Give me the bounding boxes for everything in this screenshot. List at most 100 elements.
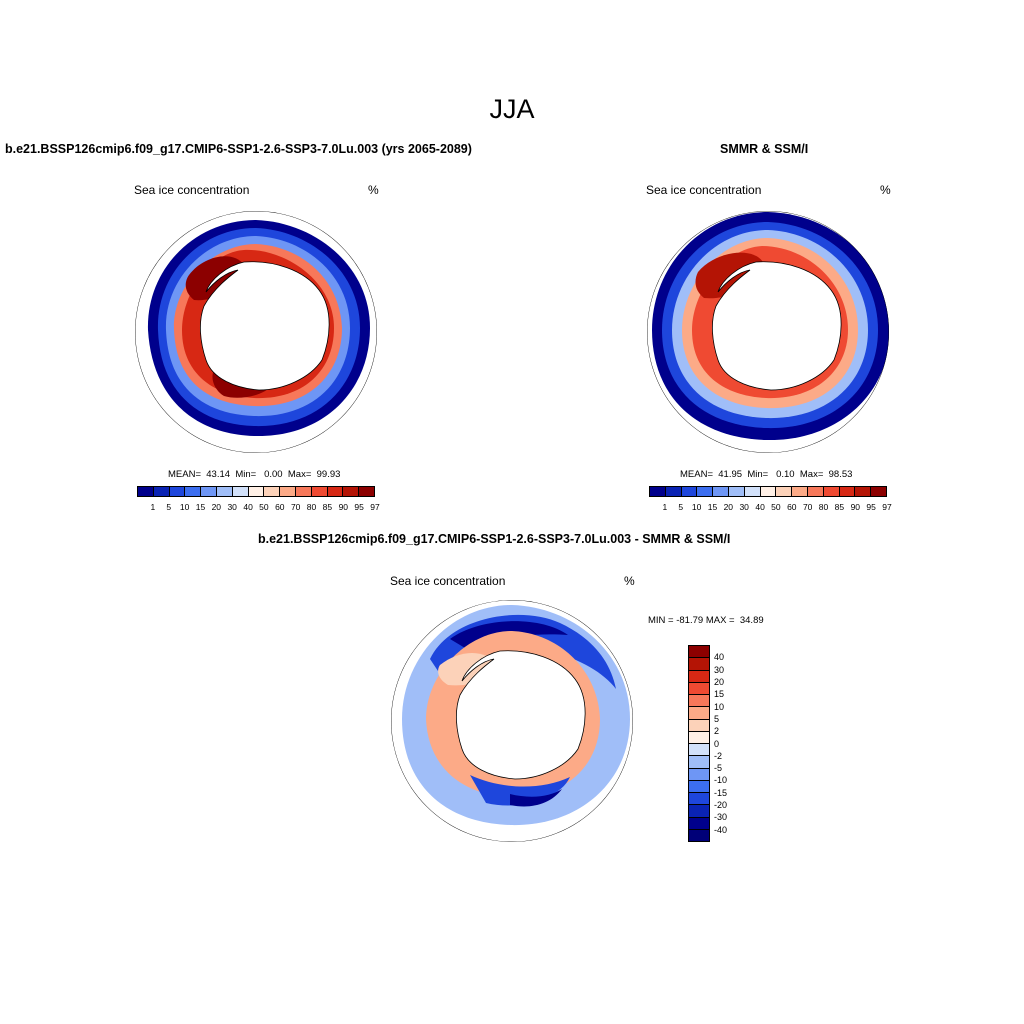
colorbar-tick: 0 — [714, 738, 720, 749]
colorbar-tick: 50 — [771, 502, 781, 512]
colorbar-swatch — [169, 487, 186, 496]
colorbar-swatch — [689, 829, 709, 841]
colorbar-tick: 30 — [714, 664, 725, 675]
colorbar-tick: 2 — [714, 726, 720, 737]
colorbar-swatch — [807, 487, 824, 496]
colorbar-swatch — [216, 487, 233, 496]
model-stats: MEAN= 43.14 Min= 0.00 Max= 99.93 — [168, 469, 341, 480]
colorbar-tick: 40 — [755, 502, 765, 512]
colorbar-tick: -10 — [714, 775, 728, 786]
colorbar-tick: 95 — [866, 502, 876, 512]
colorbar-swatch — [689, 817, 709, 830]
colorbar-swatch — [728, 487, 745, 496]
colorbar-swatch — [871, 487, 886, 496]
colorbar-tick: 60 — [787, 502, 797, 512]
colorbar-swatch — [760, 487, 777, 496]
colorbar-tick: -30 — [714, 812, 728, 823]
colorbar-tick: 80 — [306, 502, 317, 512]
colorbar-tick: 1 — [662, 502, 668, 512]
colorbar-swatch — [343, 487, 360, 496]
model-panel-title: b.e21.BSSP126cmip6.f09_g17.CMIP6-SSP1-2.… — [5, 142, 472, 156]
colorbar-tick: 5 — [714, 713, 720, 724]
colorbar-swatch — [264, 487, 281, 496]
colorbar-tick: -40 — [714, 824, 728, 835]
colorbar-tick: 40 — [714, 652, 725, 663]
colorbar-tick: 10 — [691, 502, 702, 512]
colorbar-swatch — [792, 487, 808, 496]
colorbar-tick: 10 — [179, 502, 190, 512]
model-sea-ice-map — [135, 211, 377, 453]
colorbar-swatch — [327, 487, 344, 496]
colorbar-swatch — [689, 670, 709, 683]
model-variable-label: Sea ice concentration — [134, 183, 250, 197]
colorbar-swatch — [689, 744, 709, 757]
colorbar-swatch — [689, 646, 709, 659]
colorbar-swatch — [689, 695, 709, 708]
colorbar-swatch — [138, 487, 154, 496]
obs-panel-title: SMMR & SSM/I — [720, 142, 809, 156]
colorbar-swatch — [689, 768, 709, 781]
colorbar-swatch — [713, 487, 729, 496]
obs-colorbar — [649, 486, 887, 497]
colorbar-swatch — [681, 487, 698, 496]
colorbar-swatch — [280, 487, 296, 496]
colorbar-tick: 90 — [338, 502, 349, 512]
colorbar-swatch — [689, 731, 709, 744]
colorbar-swatch — [689, 780, 709, 793]
colorbar-tick: 97 — [370, 502, 380, 512]
colorbar-swatch — [153, 487, 170, 496]
colorbar-swatch — [689, 658, 709, 671]
obs-units-label: % — [880, 183, 891, 197]
colorbar-tick: -15 — [714, 787, 728, 798]
colorbar-swatch — [665, 487, 682, 496]
obs-stats: MEAN= 41.95 Min= 0.10 Max= 98.53 — [680, 469, 853, 480]
colorbar-swatch — [855, 487, 872, 496]
colorbar-tick: 97 — [882, 502, 892, 512]
colorbar-swatch — [744, 487, 761, 496]
colorbar-swatch — [823, 487, 840, 496]
colorbar-tick: 85 — [322, 502, 333, 512]
diff-panel-title: b.e21.BSSP126cmip6.f09_g17.CMIP6-SSP1-2.… — [258, 532, 731, 546]
colorbar-tick: 20 — [211, 502, 222, 512]
colorbar-swatch — [650, 487, 666, 496]
colorbar-swatch — [689, 805, 709, 818]
colorbar-tick: 1 — [150, 502, 156, 512]
colorbar-swatch — [689, 756, 709, 769]
colorbar-tick: 5 — [166, 502, 172, 512]
diff-variable-label: Sea ice concentration — [390, 574, 506, 588]
colorbar-swatch — [689, 682, 709, 695]
colorbar-swatch — [232, 487, 249, 496]
diff-sea-ice-map — [391, 600, 633, 842]
obs-sea-ice-map — [647, 211, 889, 453]
colorbar-tick: 20 — [714, 676, 725, 687]
colorbar-tick: 50 — [259, 502, 269, 512]
colorbar-tick: 5 — [678, 502, 684, 512]
colorbar-tick: -2 — [714, 750, 723, 761]
colorbar-swatch — [359, 487, 374, 496]
colorbar-tick: 90 — [850, 502, 861, 512]
colorbar-tick: 85 — [834, 502, 845, 512]
colorbar-tick: 40 — [243, 502, 253, 512]
figure-title: JJA — [489, 94, 535, 124]
colorbar-tick: 70 — [290, 502, 301, 512]
model-colorbar — [137, 486, 375, 497]
diff-stats: MIN = -81.79 MAX = 34.89 — [648, 615, 764, 626]
colorbar-swatch — [689, 793, 709, 806]
diff-colorbar-ticks: 40 30 20 15 10 5 2 0 -2 -5 -10 -15 -20 -… — [714, 645, 754, 842]
colorbar-tick: -5 — [714, 763, 723, 774]
colorbar-tick: 80 — [818, 502, 829, 512]
colorbar-tick: 20 — [723, 502, 734, 512]
colorbar-tick: 10 — [714, 701, 725, 712]
colorbar-swatch — [201, 487, 217, 496]
colorbar-tick: 15 — [195, 502, 206, 512]
colorbar-tick: 15 — [714, 689, 725, 700]
colorbar-tick: 95 — [354, 502, 364, 512]
model-units-label: % — [368, 183, 379, 197]
colorbar-swatch — [295, 487, 312, 496]
model-colorbar-ticks: 1 5 10 15 20 30 40 50 60 70 80 85 90 95 … — [137, 502, 380, 514]
colorbar-tick: 30 — [227, 502, 237, 512]
colorbar-swatch — [689, 719, 709, 732]
colorbar-tick: 30 — [739, 502, 749, 512]
colorbar-tick: 60 — [275, 502, 285, 512]
colorbar-tick: 15 — [707, 502, 718, 512]
